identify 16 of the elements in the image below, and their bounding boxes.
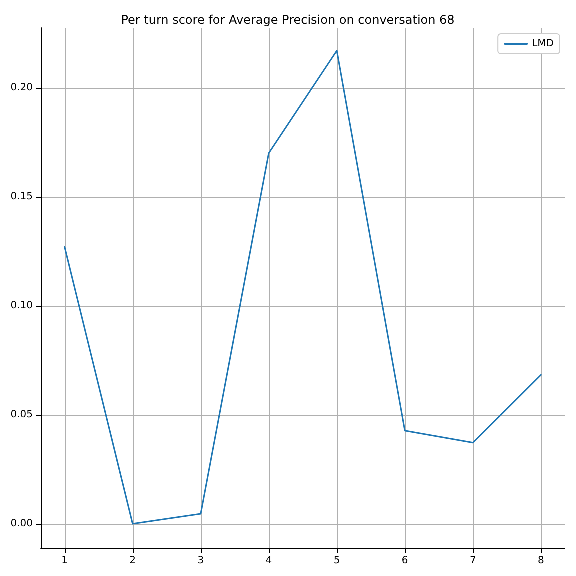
- legend-label: LMD: [532, 38, 554, 50]
- y-tick-label: 0.00: [10, 518, 33, 530]
- x-tick-label: 2: [130, 556, 136, 566]
- line-series: [64, 50, 542, 525]
- x-tick-label: 4: [266, 556, 272, 566]
- x-tick-label: 5: [334, 556, 340, 566]
- x-tick-label: 6: [402, 556, 408, 566]
- x-tick-label: 8: [538, 556, 544, 566]
- x-tick-label: 1: [62, 556, 68, 566]
- chart-title: Per turn score for Average Precision on conversation 68: [121, 13, 455, 27]
- y-tick-label: 0.10: [10, 300, 33, 312]
- y-tick-label: 0.15: [10, 191, 33, 202]
- x-tick-label: 7: [470, 556, 476, 566]
- x-tick-label: 3: [198, 556, 204, 566]
- y-tick-label: 0.20: [10, 82, 33, 94]
- y-tick-label: 0.05: [10, 410, 33, 420]
